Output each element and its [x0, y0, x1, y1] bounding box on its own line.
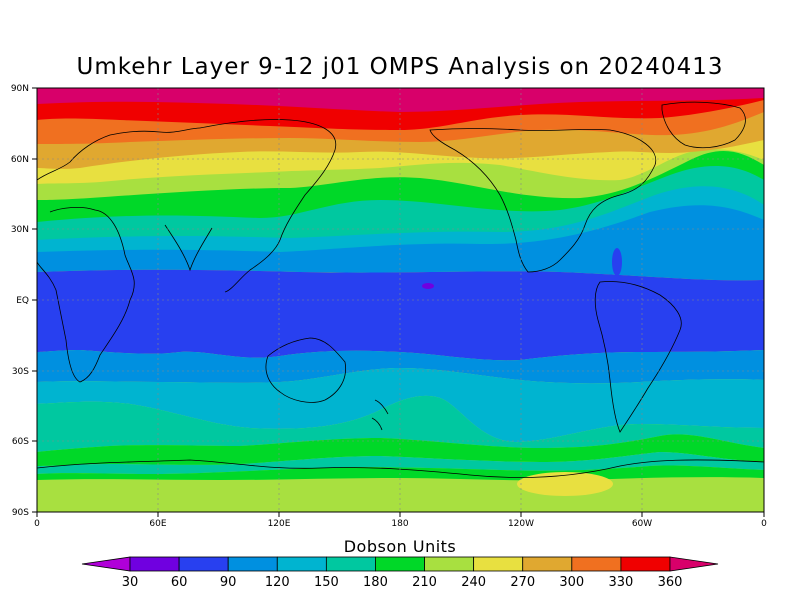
asia-coast: [199, 119, 337, 293]
graticule: [37, 88, 764, 512]
colorbar-label: 270: [510, 575, 535, 590]
colorbar-box: [473, 556, 524, 572]
colorbar-label: 150: [314, 575, 339, 590]
lat-label-30s: 30S: [12, 367, 29, 377]
north-america-coast: [429, 128, 657, 273]
colorbar-box: [178, 556, 229, 572]
colorbar-label: 120: [265, 575, 290, 590]
colorbar-label: 210: [412, 575, 437, 590]
colorbar-box: [620, 556, 671, 572]
south-america-coast: [594, 281, 682, 433]
colorbar-label: 180: [363, 575, 388, 590]
lon-label-60e: 60E: [149, 519, 166, 529]
colorbar-box: [129, 556, 180, 572]
band-150-south: [37, 395, 764, 452]
colorbar-title: Dobson Units: [343, 537, 457, 556]
colorbar-box: [227, 556, 278, 572]
africa-coast: [37, 206, 135, 383]
colorbar-box: [424, 556, 475, 572]
map-title: Umkehr Layer 9-12 j01 OMPS Analysis on 2…: [76, 54, 724, 80]
band-180-south: [37, 434, 764, 466]
colorbar-label: 30: [122, 575, 139, 590]
lon-label-120w: 120W: [508, 519, 534, 529]
antarctica-coast: [37, 459, 764, 478]
lat-label-90s: 90S: [12, 508, 29, 518]
colorbar-label: 300: [559, 575, 584, 590]
band-270-antarctic: [517, 472, 613, 496]
greenland-coast: [661, 101, 746, 149]
australia-coast: [265, 337, 347, 403]
lat-label-90n: 90N: [11, 84, 29, 94]
nz-coast: [371, 399, 389, 431]
band-60-pacific-spot: [422, 283, 434, 289]
band-60-tropical: [37, 269, 764, 361]
lon-label-0-right: 0: [761, 519, 767, 529]
lat-label-60s: 60S: [12, 437, 29, 447]
colorbar-label: 240: [461, 575, 486, 590]
colorbar-label: 330: [608, 575, 633, 590]
lat-label-60n: 60N: [11, 155, 29, 165]
lat-label-eq: EQ: [16, 296, 29, 306]
lon-label-0-left: 0: [34, 519, 40, 529]
band-390: [37, 88, 764, 112]
lat-label-30n: 30N: [11, 225, 29, 235]
colorbar-label: 360: [658, 575, 683, 590]
colorbar-box: [276, 556, 327, 572]
lon-label-120e: 120E: [268, 519, 291, 529]
europe-coast: [37, 127, 201, 181]
colorbar: 30 60 90 120 150 180 210 240 270 300 330 360: [81, 556, 719, 590]
coastlines: [37, 101, 764, 478]
colorbar-label: 90: [220, 575, 237, 590]
band-90-atlantic-spot: [612, 248, 622, 276]
colorbar-box: [325, 556, 376, 572]
tick-marks: [32, 87, 765, 517]
india-coast: [164, 224, 213, 272]
colorbar-arrow-low: [81, 556, 131, 572]
colorbar-box: [522, 556, 573, 572]
colorbar-box: [571, 556, 622, 572]
band-120-south: [37, 368, 764, 443]
lon-label-60w: 60W: [632, 519, 652, 529]
colorbar-box: [375, 556, 425, 572]
lon-label-180: 180: [391, 519, 408, 529]
band-210-south: [37, 452, 764, 474]
contour-fill: [37, 88, 764, 512]
band-90-south: [37, 350, 764, 384]
colorbar-label: 60: [171, 575, 188, 590]
colorbar-arrow-high: [669, 556, 719, 572]
